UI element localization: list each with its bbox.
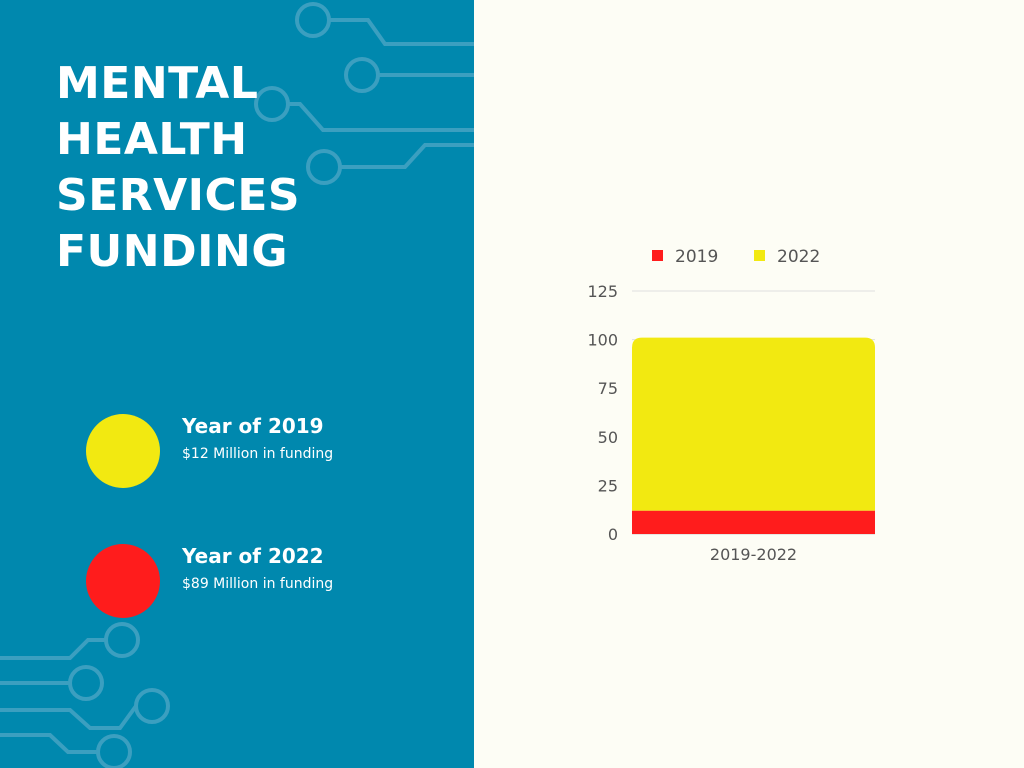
bar-segment-2022	[632, 337, 875, 511]
page-title: MENTAL HEALTH SERVICES FUNDING	[56, 56, 336, 280]
y-tick-label: 0	[608, 525, 618, 544]
left-panel: MENTAL HEALTH SERVICES FUNDING Year of 2…	[0, 0, 474, 768]
circuit-decoration	[0, 2, 474, 768]
bar-segment-2019	[632, 510, 875, 534]
y-tick-label: 25	[598, 476, 618, 495]
red-circle-icon	[86, 544, 160, 618]
legend-swatch-2019	[652, 250, 663, 261]
yellow-circle-icon	[86, 414, 160, 488]
legend-label-2019: 2019	[675, 247, 718, 267]
title-line: FUNDING	[56, 226, 288, 277]
info-description: $89 Million in funding	[182, 576, 334, 592]
info-year: Year of 2022	[182, 544, 324, 568]
legend-label-2022: 2022	[777, 247, 820, 267]
stacked-bar-chart: 0 25 50 75 100 125 2019-2022 2019 2022	[587, 247, 875, 564]
title-line: SERVICES	[56, 170, 301, 221]
y-tick-label: 125	[587, 282, 618, 301]
info-description: $12 Million in funding	[182, 446, 334, 462]
y-tick-label: 75	[598, 379, 618, 398]
title-line: HEALTH	[56, 114, 248, 165]
y-tick-label: 100	[587, 331, 618, 350]
right-panel: 0 25 50 75 100 125 2019-2022 2019 2022	[474, 0, 1024, 768]
title-line: MENTAL	[56, 58, 259, 109]
x-tick-label: 2019-2022	[710, 545, 797, 564]
y-tick-label: 50	[598, 428, 618, 447]
info-year: Year of 2019	[182, 414, 324, 438]
legend-swatch-2022	[754, 250, 765, 261]
